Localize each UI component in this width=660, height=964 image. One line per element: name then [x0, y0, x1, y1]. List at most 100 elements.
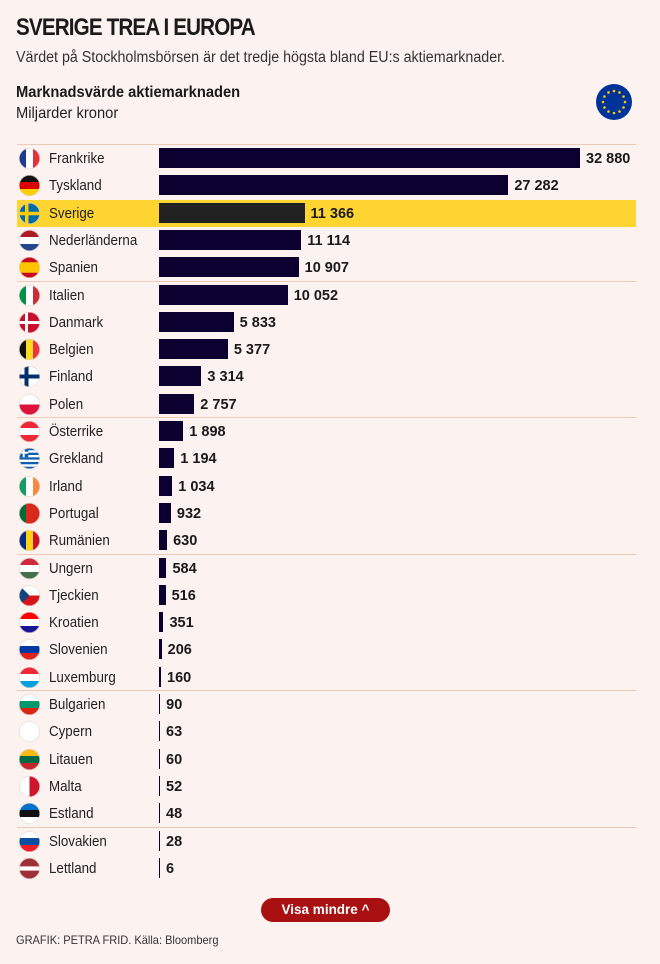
bar — [159, 748, 160, 769]
bar — [159, 284, 288, 305]
chart-row: Slovakien 28 — [17, 828, 636, 855]
value-label: 160 — [167, 669, 192, 686]
bar — [159, 393, 195, 414]
group-divider — [17, 553, 636, 555]
bar — [159, 775, 160, 796]
value-label: 630 — [173, 533, 198, 550]
flag-icon — [19, 749, 40, 770]
chart-row: Danmark 5 833 — [17, 309, 636, 336]
country-label: Sverige — [49, 205, 95, 222]
bar — [159, 229, 302, 250]
value-label: 1 194 — [180, 451, 217, 468]
bar — [159, 557, 167, 578]
value-label: 63 — [166, 724, 183, 741]
value-label: 90 — [166, 697, 183, 713]
chart-row: Malta 52 — [17, 773, 636, 800]
bar — [159, 339, 228, 360]
page-title: SVERIGE TREA I EUROPA — [16, 14, 256, 41]
bar — [159, 148, 580, 168]
chart-row: Finland 3 314 — [17, 363, 636, 390]
country-label: Österrike — [49, 424, 104, 440]
country-label: Portugal — [49, 505, 99, 522]
chart-row: Italien 10 052 — [17, 282, 636, 309]
flag-icon — [19, 612, 40, 633]
flag-icon — [19, 776, 40, 797]
chart-row: Tjeckien 516 — [17, 582, 636, 609]
source-credit: GRAFIK: PETRA FRID. Källa: Bloomberg — [16, 933, 219, 947]
value-label: 5 833 — [239, 314, 276, 331]
group-divider — [17, 826, 636, 828]
chart-row: Irland 1 034 — [17, 473, 636, 500]
flag-icon — [19, 366, 40, 387]
chart-row: Bulgarien 90 — [17, 691, 636, 718]
flag-icon — [19, 530, 40, 551]
country-label: Slovakien — [49, 833, 107, 850]
chart-row: Österrike 1 898 — [17, 418, 636, 445]
country-label: Grekland — [49, 451, 104, 468]
chart-title: Marknadsvärde aktiemarknaden — [16, 84, 241, 101]
flag-icon — [19, 203, 40, 224]
bar — [159, 421, 184, 441]
chart-row: Nederländerna 11 114 — [17, 227, 636, 254]
flag-icon — [19, 667, 40, 688]
chart-unit: Miljarder kronor — [16, 105, 119, 122]
value-label: 10 052 — [293, 287, 339, 304]
flag-icon — [19, 285, 40, 306]
flag-icon — [19, 230, 40, 251]
flag-icon — [19, 312, 40, 333]
flag-icon — [19, 421, 40, 442]
value-label: 2 757 — [200, 396, 237, 413]
chart-row: Portugal 932 — [17, 500, 636, 527]
bar — [159, 448, 175, 469]
flag-icon — [19, 831, 40, 852]
flag-icon — [19, 339, 40, 360]
bar — [159, 721, 160, 742]
flag-icon — [19, 694, 40, 715]
country-label: Belgien — [49, 342, 94, 359]
chart-row: Slovenien 206 — [17, 636, 636, 663]
bar — [159, 666, 162, 687]
country-label: Finland — [49, 369, 93, 386]
country-label: Bulgarien — [49, 697, 106, 713]
flag-icon — [19, 585, 40, 606]
flag-icon — [19, 558, 40, 579]
flag-icon — [19, 503, 40, 524]
country-label: Luxemburg — [49, 669, 116, 686]
flag-icon — [19, 448, 40, 469]
value-label: 11 366 — [310, 205, 355, 222]
chart-row: Litauen 60 — [17, 746, 636, 773]
flag-icon — [19, 639, 40, 660]
value-label: 28 — [166, 833, 183, 850]
chart-row: Lettland 6 — [17, 855, 636, 882]
chart-row: Cypern 63 — [17, 718, 636, 745]
chart-row: Grekland 1 194 — [17, 445, 636, 472]
country-label: Cypern — [49, 724, 93, 741]
country-label: Frankrike — [49, 151, 105, 167]
country-label: Ungern — [49, 560, 93, 577]
country-label: Danmark — [49, 314, 104, 331]
country-label: Rumänien — [49, 533, 110, 550]
chart-row: Luxemburg 160 — [17, 664, 636, 691]
bar — [159, 612, 164, 633]
value-label: 351 — [169, 615, 194, 632]
country-label: Spanien — [49, 260, 98, 277]
bar — [159, 257, 299, 278]
chart-row: Belgien 5 377 — [17, 336, 636, 363]
country-label: Irland — [49, 478, 83, 495]
country-label: Slovenien — [49, 642, 108, 659]
chart-row: Sverige 11 366 — [17, 199, 636, 227]
flag-icon — [19, 394, 40, 415]
country-label: Kroatien — [49, 615, 99, 632]
show-less-button[interactable]: Visa mindre ^ — [261, 898, 390, 922]
value-label: 10 907 — [304, 260, 349, 277]
value-label: 206 — [167, 642, 192, 659]
country-label: Lettland — [49, 860, 97, 877]
bar — [159, 175, 509, 196]
value-label: 52 — [166, 778, 183, 795]
bar — [159, 366, 202, 387]
value-label: 584 — [172, 560, 197, 577]
bar — [159, 202, 305, 223]
flag-icon — [19, 858, 40, 879]
group-divider — [17, 280, 636, 282]
chart-row: Estland 48 — [17, 800, 636, 827]
